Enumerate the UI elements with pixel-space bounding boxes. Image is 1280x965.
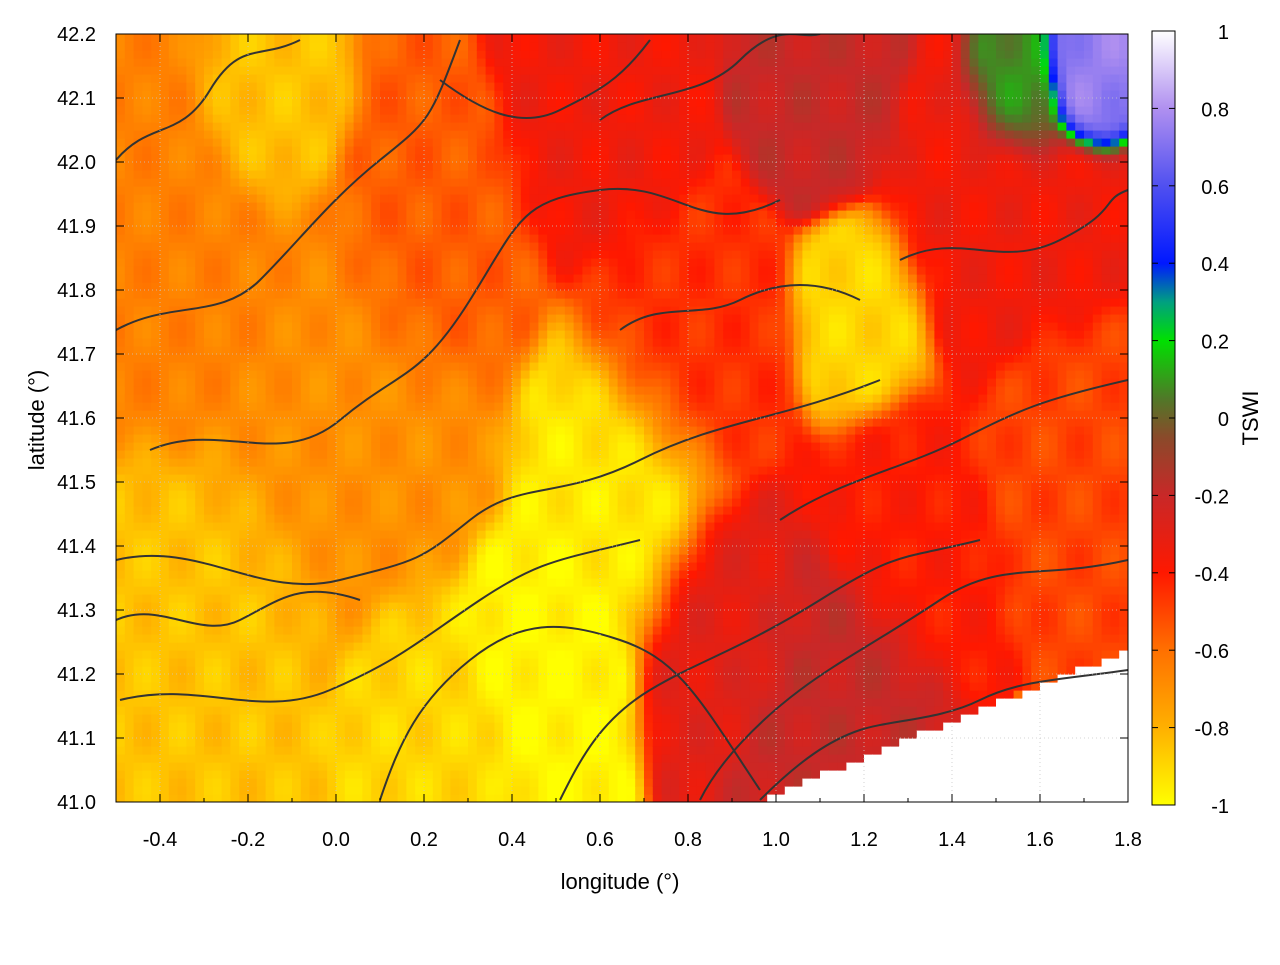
x-tick-label: 0.8 — [674, 829, 702, 851]
y-tick-label: 41.1 — [57, 728, 96, 750]
x-tick-label: 1.8 — [1114, 829, 1142, 851]
x-tick-label: 1.0 — [762, 829, 790, 851]
x-tick-label: 0.0 — [322, 829, 350, 851]
x-tick-label: 0.6 — [586, 829, 614, 851]
y-tick-label: 41.5 — [57, 472, 96, 494]
x-tick-label: -0.2 — [231, 829, 265, 851]
x-tick-label: -0.4 — [143, 829, 177, 851]
x-tick-label: 1.6 — [1026, 829, 1054, 851]
y-axis-label: latitude (°) — [24, 370, 49, 471]
colorbar-tick-label: 0.4 — [1201, 254, 1229, 276]
y-tick-label: 41.7 — [57, 344, 96, 366]
colorbar-label: TSWI — [1238, 391, 1263, 446]
y-tick-label: 41.4 — [57, 536, 96, 558]
y-tick-label: 41.2 — [57, 664, 96, 686]
colorbar-tick-label: 0.6 — [1201, 177, 1229, 199]
colorbar-tick-label: -0.4 — [1195, 564, 1229, 586]
colorbar-tick-label: 0.2 — [1201, 332, 1229, 354]
y-tick-label: 41.3 — [57, 600, 96, 622]
colorbar-tick-label: -0.2 — [1195, 486, 1229, 508]
x-tick-label: 1.4 — [938, 829, 966, 851]
y-tick-label: 41.0 — [57, 792, 96, 814]
y-tick-label: 41.8 — [57, 280, 96, 302]
y-tick-label: 42.0 — [57, 152, 96, 174]
y-tick-label: 41.6 — [57, 408, 96, 430]
colorbar-tick-label: -0.6 — [1195, 641, 1229, 663]
colorbar-tick-label: -1 — [1211, 796, 1229, 818]
y-tick-label: 42.1 — [57, 88, 96, 110]
x-tick-label: 0.4 — [498, 829, 526, 851]
colorbar-tick-label: 1 — [1218, 22, 1229, 44]
x-tick-label: 1.2 — [850, 829, 878, 851]
colorbar-tick-label: -0.8 — [1195, 719, 1229, 741]
colorbar-tick-label: 0.8 — [1201, 99, 1229, 121]
colorbar-tick-label: 0 — [1218, 409, 1229, 431]
x-axis-label: longitude (°) — [561, 869, 680, 894]
y-tick-label: 42.2 — [57, 24, 96, 46]
y-tick-label: 41.9 — [57, 216, 96, 238]
x-tick-label: 0.2 — [410, 829, 438, 851]
